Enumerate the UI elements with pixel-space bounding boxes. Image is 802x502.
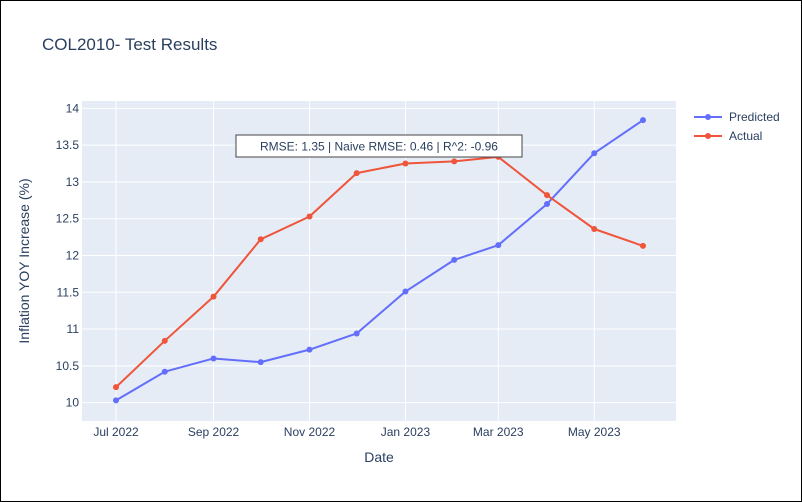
data-point[interactable] [210, 355, 217, 362]
gridlines [82, 101, 676, 421]
data-point[interactable] [353, 170, 360, 177]
data-point[interactable] [402, 160, 409, 167]
data-point[interactable] [544, 200, 551, 207]
chart-title: COL2010- Test Results [42, 35, 218, 54]
series-predicted[interactable] [113, 117, 646, 404]
legend-label: Actual [729, 129, 762, 143]
y-axis-title: Inflation YOY Increase (%) [16, 178, 32, 343]
x-tick-label: Jan 2023 [381, 425, 431, 439]
y-tick-label: 12 [66, 248, 80, 262]
x-tick-label: May 2023 [568, 425, 621, 439]
legend-label: Predicted [729, 110, 780, 124]
data-point[interactable] [451, 256, 458, 263]
data-point[interactable] [113, 384, 119, 391]
y-tick-label: 10.5 [56, 359, 80, 373]
data-point[interactable] [640, 242, 646, 249]
y-tick-label: 12.5 [56, 212, 80, 226]
data-point[interactable] [210, 293, 217, 300]
data-point[interactable] [257, 359, 264, 366]
y-axis-ticks: 10 10.5 11 11.5 12 12.5 13 13.5 14 [56, 101, 80, 409]
x-tick-label: Nov 2022 [284, 425, 336, 439]
legend-marker [705, 133, 711, 139]
data-point[interactable] [544, 192, 551, 199]
legend-marker [705, 114, 711, 120]
x-tick-label: Mar 2023 [473, 425, 524, 439]
data-point[interactable] [591, 150, 598, 157]
y-tick-label: 13 [66, 175, 80, 189]
data-point[interactable] [161, 337, 168, 344]
legend[interactable]: Predicted Actual [694, 110, 780, 143]
legend-item-actual[interactable]: Actual [694, 129, 762, 143]
data-point[interactable] [451, 158, 458, 165]
series-group[interactable] [113, 117, 646, 404]
x-axis-ticks: Jul 2022 Sep 2022 Nov 2022 Jan 2023 Mar 2023… [93, 425, 621, 439]
series-line[interactable] [115, 119, 644, 402]
annotation-box: RMSE: 1.35 | Naive RMSE: 0.46 | R^2: -0.… [235, 134, 523, 158]
y-tick-label: 11.5 [57, 285, 80, 299]
data-point[interactable] [495, 242, 502, 249]
data-point[interactable] [353, 330, 360, 337]
x-tick-label: Jul 2022 [93, 425, 139, 439]
x-tick-label: Sep 2022 [188, 425, 240, 439]
data-point[interactable] [161, 368, 168, 375]
y-tick-label: 14 [66, 101, 80, 115]
data-point[interactable] [306, 346, 313, 353]
y-tick-label: 13.5 [56, 138, 80, 152]
data-point[interactable] [640, 117, 646, 124]
data-point[interactable] [591, 226, 598, 232]
data-point[interactable] [113, 397, 119, 404]
data-point[interactable] [402, 288, 409, 295]
x-axis-title: Date [364, 449, 394, 465]
y-tick-label: 10 [66, 396, 80, 410]
data-point[interactable] [257, 236, 264, 243]
series-actual[interactable] [113, 153, 646, 391]
data-point[interactable] [306, 213, 313, 220]
annotation-text: RMSE: 1.35 | Naive RMSE: 0.46 | R^2: -0.… [260, 140, 498, 154]
legend-item-predicted[interactable]: Predicted [694, 110, 780, 124]
series-line[interactable] [115, 155, 644, 388]
y-tick-label: 11 [67, 322, 80, 336]
